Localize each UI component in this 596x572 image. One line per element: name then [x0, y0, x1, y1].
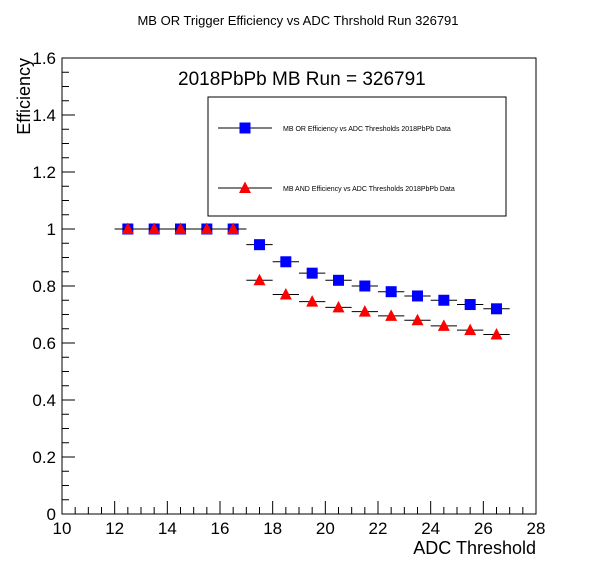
chart-title: MB OR Trigger Efficiency vs ADC Thrshold…	[137, 13, 458, 28]
data-point-triangle	[385, 309, 398, 321]
data-point-square	[412, 290, 423, 302]
series-layer	[114, 222, 510, 340]
y-tick-label: 0.2	[32, 448, 56, 467]
data-point-triangle	[121, 222, 134, 234]
y-tick-label: 1.4	[32, 106, 56, 125]
y-tick-label: 0	[47, 505, 56, 524]
data-point-square	[254, 239, 265, 251]
x-tick-label: 28	[527, 519, 546, 538]
x-axis-label: ADC Threshold	[413, 538, 536, 558]
legend-marker	[239, 181, 251, 193]
series-2	[114, 222, 510, 340]
data-point-triangle	[253, 273, 266, 286]
legend-marker	[239, 122, 251, 134]
x-tick-label: 12	[105, 519, 124, 538]
data-point-square	[438, 294, 450, 306]
x-tick-label: 10	[53, 519, 72, 538]
data-point-square	[359, 280, 371, 292]
y-axis: 0 0.2 0.4 0.6 0.8 1 1.2 1.4 1.6	[32, 49, 75, 524]
x-tick-label: 22	[369, 519, 388, 538]
data-point-triangle	[148, 222, 161, 234]
data-point-triangle	[174, 222, 187, 234]
data-point-triangle	[437, 319, 450, 331]
data-point-triangle	[227, 222, 240, 234]
data-point-triangle	[279, 288, 292, 300]
y-tick-label: 1	[47, 220, 56, 239]
x-axis: 10 12 14 16 18 20 22 24 26 28	[53, 501, 546, 538]
data-point-triangle	[306, 295, 319, 307]
data-point-square	[464, 299, 476, 311]
x-tick-label: 24	[421, 519, 440, 538]
y-tick-label: 0.4	[32, 391, 56, 410]
data-point-square	[385, 286, 397, 298]
data-point-triangle	[332, 300, 345, 313]
data-point-triangle	[200, 222, 213, 234]
data-point-triangle	[464, 323, 477, 336]
legend: MB OR Efficiency vs ADC Thresholds 2018P…	[207, 96, 507, 217]
legend-label: MB AND Efficiency vs ADC Thresholds 2018…	[283, 186, 455, 193]
x-tick-label: 16	[211, 519, 230, 538]
y-axis-label: Efficiency	[14, 58, 34, 135]
data-point-triangle	[411, 313, 424, 326]
legend-label: MB OR Efficiency vs ADC Thresholds 2018P…	[283, 126, 451, 133]
legend-box	[207, 96, 507, 217]
plot-annotation: 2018PbPb MB Run = 326791	[178, 69, 426, 90]
data-point-square	[333, 274, 344, 286]
y-tick-label: 0.8	[32, 277, 56, 296]
data-point-square	[491, 303, 502, 315]
y-tick-label: 0.6	[32, 334, 56, 353]
x-tick-label: 18	[263, 519, 282, 538]
data-point-triangle	[358, 305, 371, 317]
x-tick-label: 26	[474, 519, 493, 538]
y-tick-label: 1.6	[32, 49, 56, 68]
x-tick-label: 20	[316, 519, 335, 538]
data-point-square	[306, 267, 318, 279]
y-tick-label: 1.2	[32, 163, 56, 182]
x-tick-label: 14	[158, 519, 177, 538]
data-point-square	[280, 256, 292, 268]
data-point-triangle	[490, 327, 503, 340]
